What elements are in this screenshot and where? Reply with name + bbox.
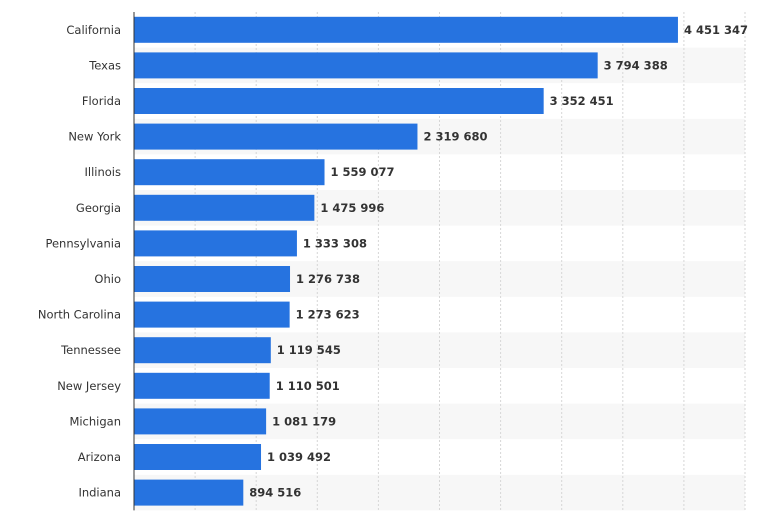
bar bbox=[134, 159, 325, 186]
value-label: 894 516 bbox=[249, 486, 301, 500]
bar bbox=[134, 52, 598, 79]
category-label: North Carolina bbox=[38, 308, 121, 322]
category-label: Georgia bbox=[76, 201, 121, 215]
category-label: Arizona bbox=[78, 450, 121, 464]
category-label: Texas bbox=[88, 58, 121, 72]
bar bbox=[134, 408, 267, 435]
category-label: Michigan bbox=[69, 414, 121, 428]
category-label: New York bbox=[68, 130, 121, 144]
category-label: Indiana bbox=[78, 486, 121, 500]
value-label: 1 039 492 bbox=[267, 450, 331, 464]
value-label: 3 794 388 bbox=[604, 58, 668, 72]
value-label: 1 559 077 bbox=[331, 165, 395, 179]
value-label: 4 451 347 bbox=[684, 23, 748, 37]
value-label: 1 276 738 bbox=[296, 272, 360, 286]
bar bbox=[134, 194, 315, 221]
value-label: 2 319 680 bbox=[423, 130, 487, 144]
category-label: Ohio bbox=[94, 272, 121, 286]
bar bbox=[134, 301, 290, 328]
gridlines bbox=[194, 12, 746, 511]
value-label: 1 119 545 bbox=[277, 343, 341, 357]
category-label: New Jersey bbox=[57, 379, 121, 393]
value-label: 3 352 451 bbox=[550, 94, 614, 108]
value-label: 1 475 996 bbox=[320, 201, 384, 215]
category-label: Tennessee bbox=[60, 343, 121, 357]
bar bbox=[134, 16, 678, 43]
value-label: 1 110 501 bbox=[276, 379, 340, 393]
bar bbox=[134, 444, 262, 470]
category-label: California bbox=[66, 23, 121, 37]
category-label: Pennsylvania bbox=[45, 236, 121, 250]
category-labels: California Texas Florida New York Illinois Ge… bbox=[38, 23, 121, 500]
value-label: 1 333 308 bbox=[303, 236, 367, 250]
bar bbox=[134, 230, 297, 257]
bars bbox=[134, 16, 678, 506]
bar bbox=[134, 372, 270, 399]
bar bbox=[134, 266, 291, 292]
category-label: Florida bbox=[82, 94, 121, 108]
bar bbox=[134, 123, 418, 150]
bar bbox=[134, 479, 244, 506]
value-labels: 4 451 347 3 794 388 3 352 451 2 319 680 1 55… bbox=[249, 23, 748, 500]
bar bbox=[134, 337, 271, 364]
value-label: 1 273 623 bbox=[296, 308, 360, 322]
category-label: Illinois bbox=[85, 165, 122, 179]
value-label: 1 081 179 bbox=[272, 414, 336, 428]
bar bbox=[134, 88, 544, 114]
